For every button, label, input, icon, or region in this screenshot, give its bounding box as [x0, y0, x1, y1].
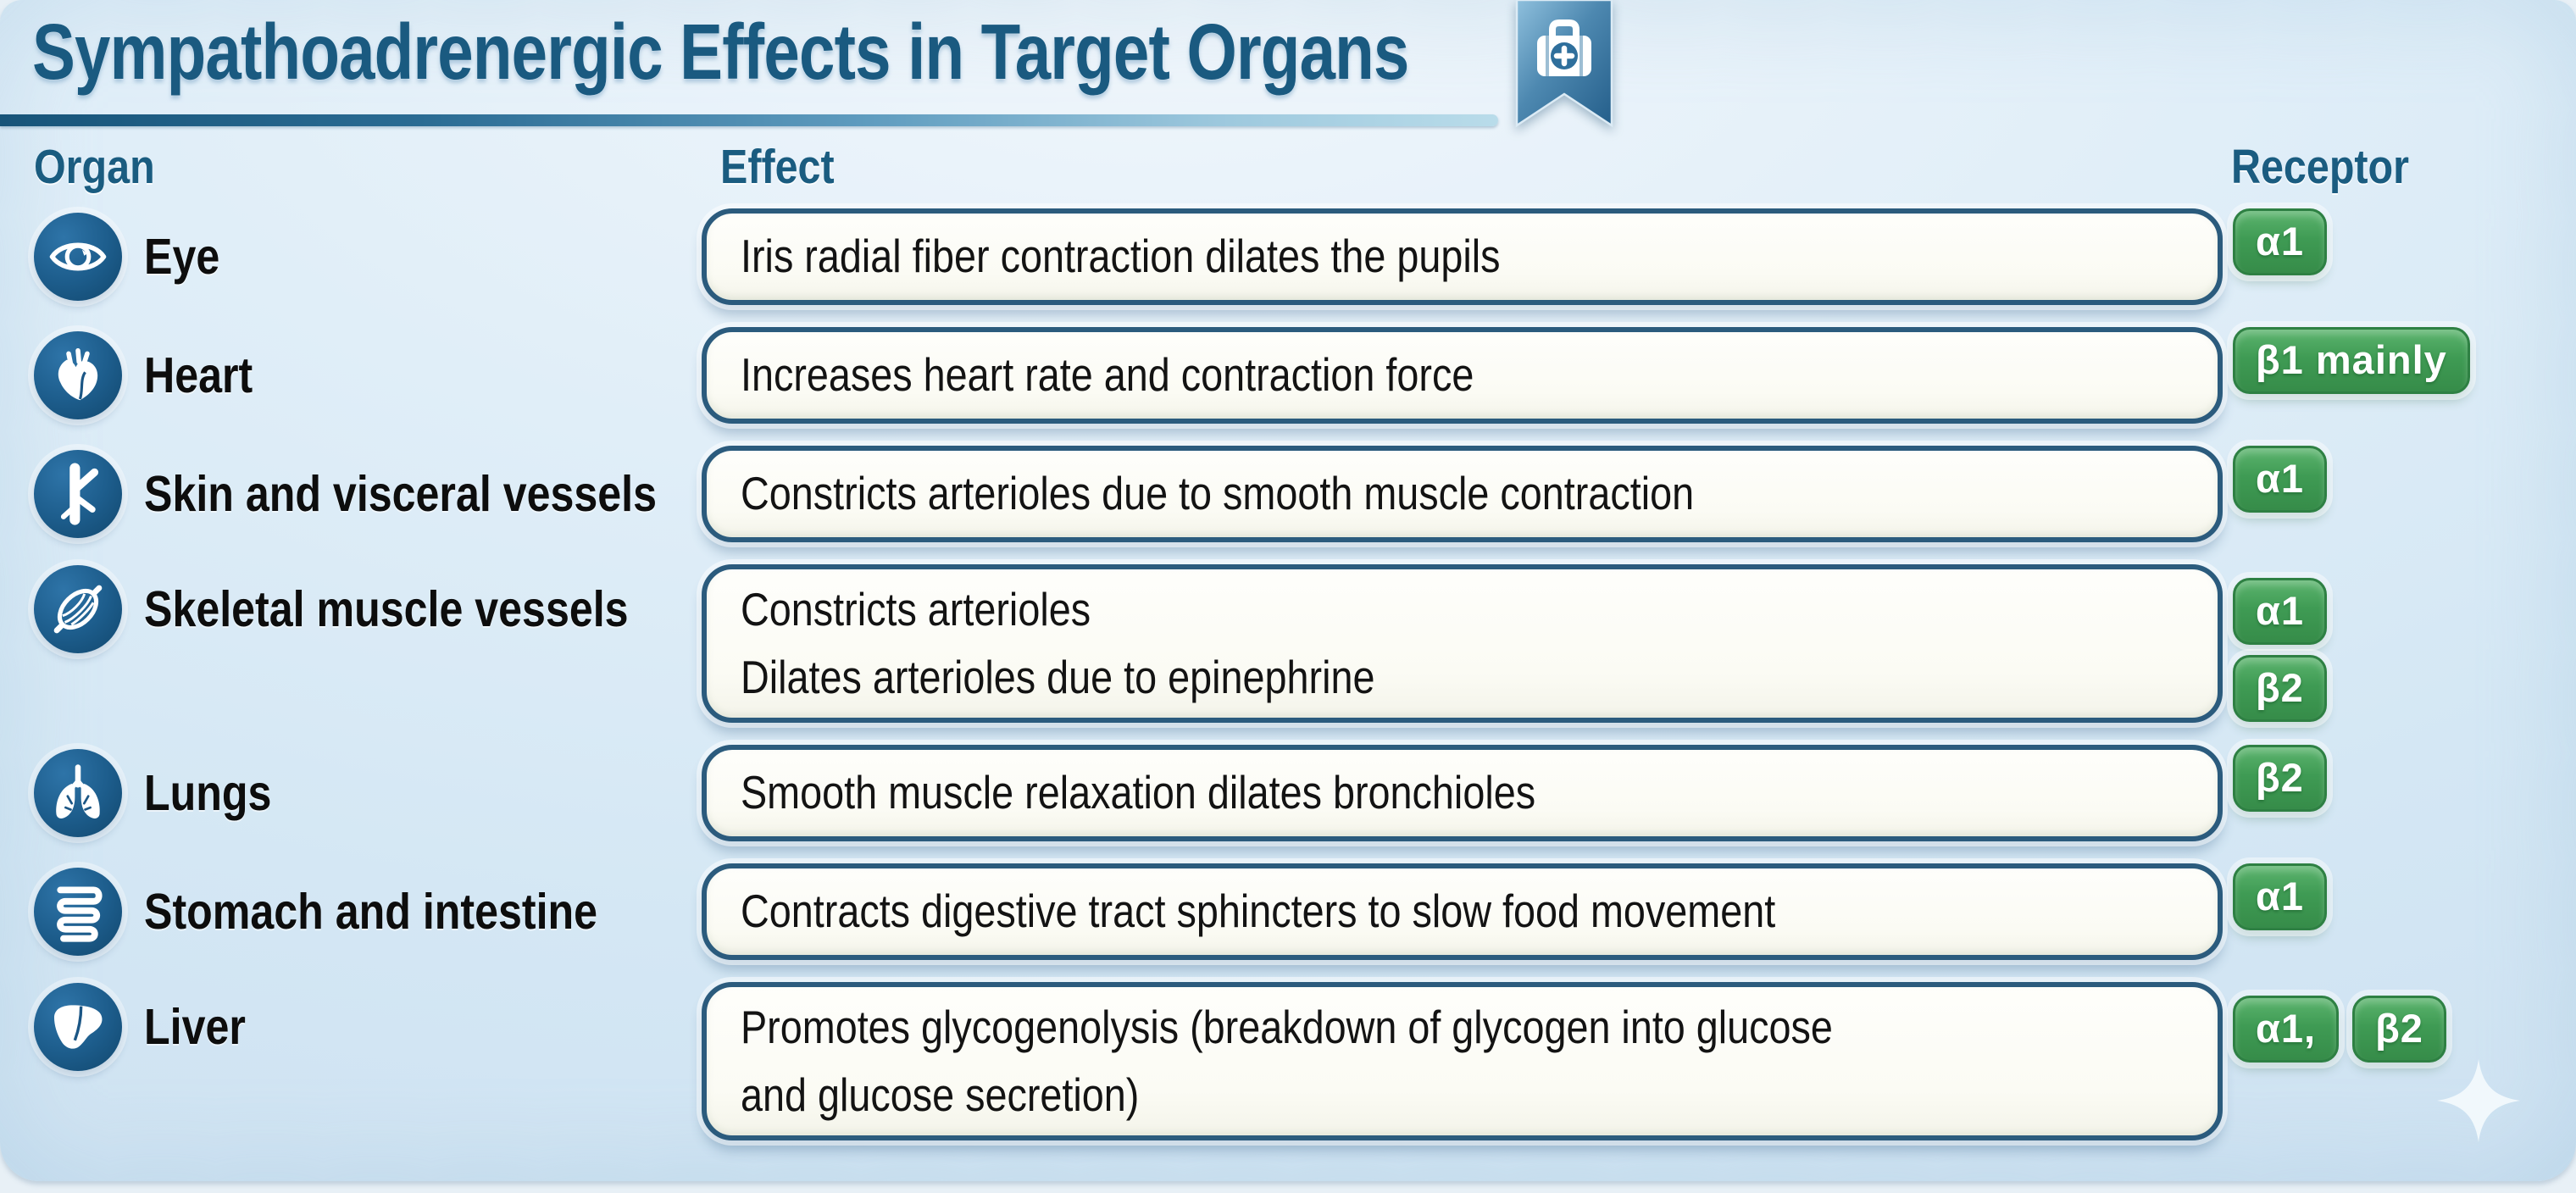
heart-icon: [34, 331, 122, 419]
effect-box: Iris radial fiber contraction dilates th…: [702, 208, 2223, 305]
lungs-icon: [34, 749, 122, 837]
receptor-cell: α1 β2: [2223, 578, 2545, 722]
table-row: Skin and visceral vessels Constricts art…: [34, 446, 2545, 542]
organ-cell: Heart: [34, 331, 702, 419]
skeletal-muscle-icon: [34, 565, 122, 653]
table-row: Liver Promotes glycogenolysis (breakdown…: [34, 982, 2545, 1140]
effect-box: Contracts digestive tract sphincters to …: [702, 863, 2223, 960]
table-row: Stomach and intestine Contracts digestiv…: [34, 863, 2545, 960]
receptor-badge: α1,: [2233, 996, 2340, 1063]
eye-icon: [34, 213, 122, 301]
effect-text: Contracts digestive tract sphincters to …: [741, 885, 1776, 938]
blood-vessel-icon: [34, 450, 122, 538]
effect-text: Smooth muscle relaxation dilates bronchi…: [741, 766, 1536, 819]
column-headers: Organ Effect Receptor: [34, 139, 2545, 195]
organ-cell: Skin and visceral vessels: [34, 450, 702, 538]
table-row: Skeletal muscle vessels Constricts arter…: [34, 564, 2545, 723]
organ-label: Skeletal muscle vessels: [144, 581, 629, 637]
organ-label: Stomach and intestine: [144, 884, 598, 940]
column-header-organ: Organ: [34, 140, 155, 194]
effect-text: Iris radial fiber contraction dilates th…: [741, 230, 1501, 283]
effect-box: Increases heart rate and contraction for…: [702, 327, 2223, 424]
effect-text: Constricts arterioles: [741, 583, 1091, 636]
title-underline: [0, 114, 1498, 126]
organ-effect-table: Eye Iris radial fiber contraction dilate…: [34, 208, 2545, 1140]
effect-box: Constricts arterioles due to smooth musc…: [702, 446, 2223, 542]
organ-cell: Eye: [34, 213, 702, 301]
table-row: Lungs Smooth muscle relaxation dilates b…: [34, 745, 2545, 841]
organ-label: Lungs: [144, 765, 272, 821]
column-header-receptor: Receptor: [2231, 140, 2410, 194]
receptor-badge: β1 mainly: [2233, 327, 2470, 394]
table-row: Eye Iris radial fiber contraction dilate…: [34, 208, 2545, 305]
effect-text: Increases heart rate and contraction for…: [741, 348, 1474, 402]
sparkle-icon: [2437, 1059, 2520, 1142]
column-header-effect: Effect: [720, 140, 835, 194]
receptor-badge: α1: [2233, 446, 2328, 513]
effect-text: Promotes glycogenolysis (breakdown of gl…: [741, 1001, 1833, 1054]
receptor-cell: β1 mainly: [2223, 327, 2545, 424]
receptor-cell: α1: [2223, 208, 2545, 305]
receptor-badge: β2: [2233, 745, 2327, 812]
receptor-badge: α1: [2233, 578, 2328, 645]
effect-text: and glucose secretion): [741, 1068, 1140, 1121]
organ-label: Liver: [144, 999, 246, 1055]
effect-box: Constricts arterioles Dilates arterioles …: [702, 564, 2223, 723]
receptor-cell: α1: [2223, 446, 2545, 542]
page-title: Sympathoadrenergic Effects in Target Org…: [32, 8, 1409, 96]
receptor-badge: α1: [2233, 863, 2328, 930]
table-row: Heart Increases heart rate and contracti…: [34, 327, 2545, 424]
receptor-badge: β2: [2233, 655, 2327, 722]
organ-cell: Liver: [34, 983, 702, 1071]
receptor-cell: α1, β2: [2223, 996, 2545, 1092]
effect-box: Promotes glycogenolysis (breakdown of gl…: [702, 982, 2223, 1140]
organ-label: Skin and visceral vessels: [144, 466, 657, 522]
effect-text: Constricts arterioles due to smooth musc…: [741, 467, 1695, 520]
effect-box: Smooth muscle relaxation dilates bronchi…: [702, 745, 2223, 841]
organ-cell: Lungs: [34, 749, 702, 837]
stomach-intestine-icon: [34, 868, 122, 956]
effect-text: Dilates arterioles due to epinephrine: [741, 650, 1375, 703]
receptor-badge: β2: [2352, 996, 2446, 1063]
organ-cell: Skeletal muscle vessels: [34, 565, 702, 653]
liver-icon: [34, 983, 122, 1071]
receptor-cell: β2: [2223, 745, 2545, 841]
organ-label: Heart: [144, 347, 253, 403]
receptor-badge: α1: [2233, 208, 2328, 275]
organ-cell: Stomach and intestine: [34, 868, 702, 956]
receptor-cell: α1: [2223, 863, 2545, 960]
medical-kit-bookmark-icon: [1515, 0, 1613, 132]
organ-label: Eye: [144, 229, 220, 285]
